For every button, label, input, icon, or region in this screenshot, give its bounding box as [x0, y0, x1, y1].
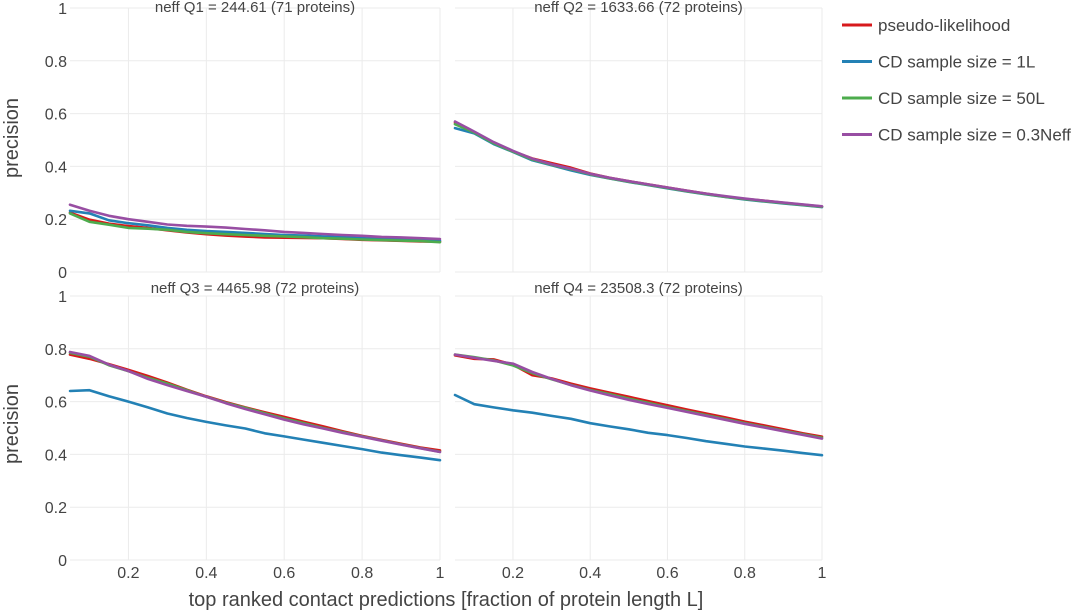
x-tick-label: 0.4 — [579, 565, 601, 582]
series-line-cd-sample-size-50l — [68, 212, 442, 244]
y-tick-label: 0.8 — [45, 342, 67, 359]
legend: pseudo-likelihood CD sample size = 1L CD s… — [842, 16, 1071, 145]
y-tick-label: 0.4 — [45, 447, 67, 464]
legend-label: pseudo-likelihood — [878, 16, 1010, 35]
panel-2: neff Q2 = 1633.66 (72 proteins) — [453, 0, 824, 273]
panel-title: neff Q4 = 23508.3 (72 proteins) — [534, 280, 743, 297]
y-tick-label: 0.8 — [45, 54, 67, 71]
panel-title: neff Q2 = 1633.66 (72 proteins) — [534, 0, 743, 16]
y-axis-label-top: precision — [1, 98, 23, 178]
series-line-cd-sample-size-0-3neff — [68, 350, 442, 454]
y-tick-label: 0.2 — [45, 212, 67, 229]
x-tick-label: 0.2 — [117, 565, 139, 582]
chart-panels: 0 0.2 0.4 0.6 0.8 1 neff Q1 = 244.61 (71 prote… — [45, 0, 827, 582]
x-tick-label: 0.6 — [273, 565, 295, 582]
y-tick-label: 0.4 — [45, 159, 67, 176]
y-tick-label: 1 — [58, 1, 67, 18]
series-line-cd-sample-size-0-3neff — [453, 353, 824, 440]
y-tick-label: 1 — [58, 289, 67, 306]
panel-title: neff Q1 = 244.61 (71 proteins) — [155, 0, 355, 16]
x-tick-label: 0.2 — [502, 565, 524, 582]
series-line-cd-sample-size-1l — [453, 126, 824, 209]
legend-item: CD sample size = 0.3Neff — [842, 126, 1071, 145]
legend-item: pseudo-likelihood — [842, 16, 1010, 35]
panel-title: neff Q3 = 4465.98 (72 proteins) — [151, 280, 360, 297]
series-line-cd-sample-size-1l — [453, 393, 824, 457]
y-tick-label: 0.6 — [45, 107, 67, 124]
x-tick-label: 1 — [818, 565, 827, 582]
series-line-pseudo-likelihood — [453, 121, 824, 208]
series-line-cd-sample-size-1l — [68, 388, 442, 462]
x-tick-label: 0.6 — [656, 565, 678, 582]
y-tick-label: 0 — [58, 265, 67, 282]
series-line-cd-sample-size-0-3neff — [453, 120, 824, 208]
series-line-pseudo-likelihood — [453, 354, 824, 439]
legend-item: CD sample size = 1L — [842, 53, 1035, 72]
y-tick-label: 0.6 — [45, 395, 67, 412]
x-tick-label: 0.8 — [734, 565, 756, 582]
panel-1: 0 0.2 0.4 0.6 0.8 1 neff Q1 = 244.61 (71 prote… — [45, 0, 442, 282]
x-tick-label: 0.8 — [351, 565, 373, 582]
legend-item: CD sample size = 50L — [842, 89, 1045, 108]
y-tick-label: 0 — [58, 553, 67, 570]
x-tick-label: 0.4 — [195, 565, 217, 582]
legend-label: CD sample size = 1L — [878, 53, 1035, 72]
legend-label: CD sample size = 50L — [878, 89, 1045, 108]
y-tick-label: 0.2 — [45, 500, 67, 517]
series-line-cd-sample-size-0-3neff — [68, 203, 442, 241]
panel-3: 0 0.2 0.4 0.6 0.8 1 0.2 0.4 0.6 0.8 1 neff Q3 = 446… — [45, 280, 445, 582]
panel-4: 0.2 0.4 0.6 0.8 1 neff Q4 = 23508.3 (72 prote… — [453, 280, 827, 582]
series-line-cd-sample-size-50l — [68, 351, 442, 454]
x-axis-label: top ranked contact predictions [fraction… — [189, 589, 704, 610]
legend-label: CD sample size = 0.3Neff — [878, 126, 1071, 145]
x-tick-label: 1 — [436, 565, 445, 582]
series-line-cd-sample-size-50l — [453, 122, 824, 209]
y-axis-label-bottom: precision — [1, 384, 23, 464]
